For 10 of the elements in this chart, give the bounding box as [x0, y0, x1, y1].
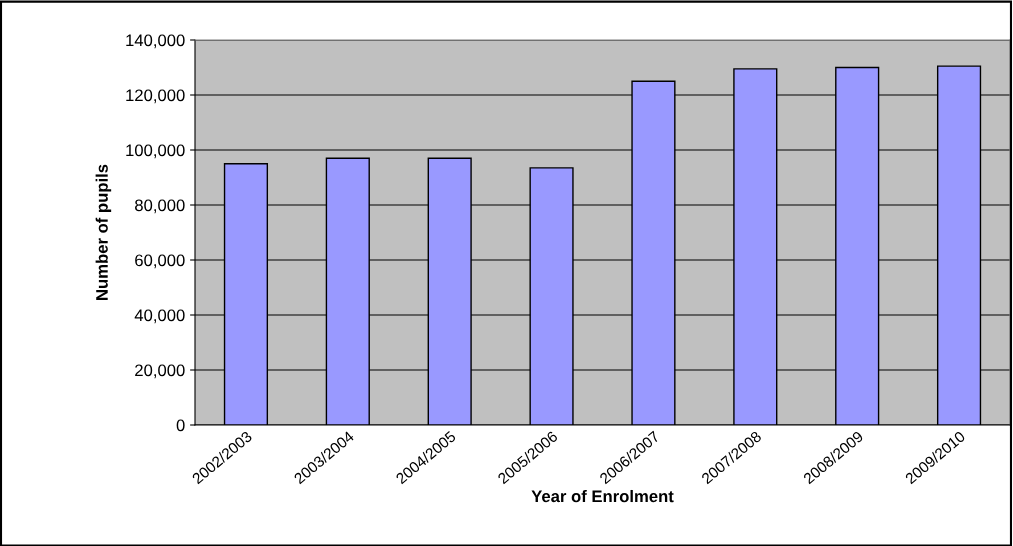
y-tick-label: 100,000: [126, 144, 185, 159]
y-tick-label: 40,000: [134, 309, 185, 324]
y-tick-label: 140,000: [126, 34, 185, 49]
y-tick-label: 120,000: [126, 89, 185, 104]
y-tick-label: 80,000: [135, 199, 185, 214]
y-tick-label: 20,000: [135, 364, 185, 379]
y-tick-label: 0: [176, 419, 185, 432]
x-axis-title: Year of Enrolment: [531, 489, 674, 503]
y-axis-title: Number of pupils: [95, 164, 112, 300]
y-tick-label: 60,000: [135, 254, 185, 269]
